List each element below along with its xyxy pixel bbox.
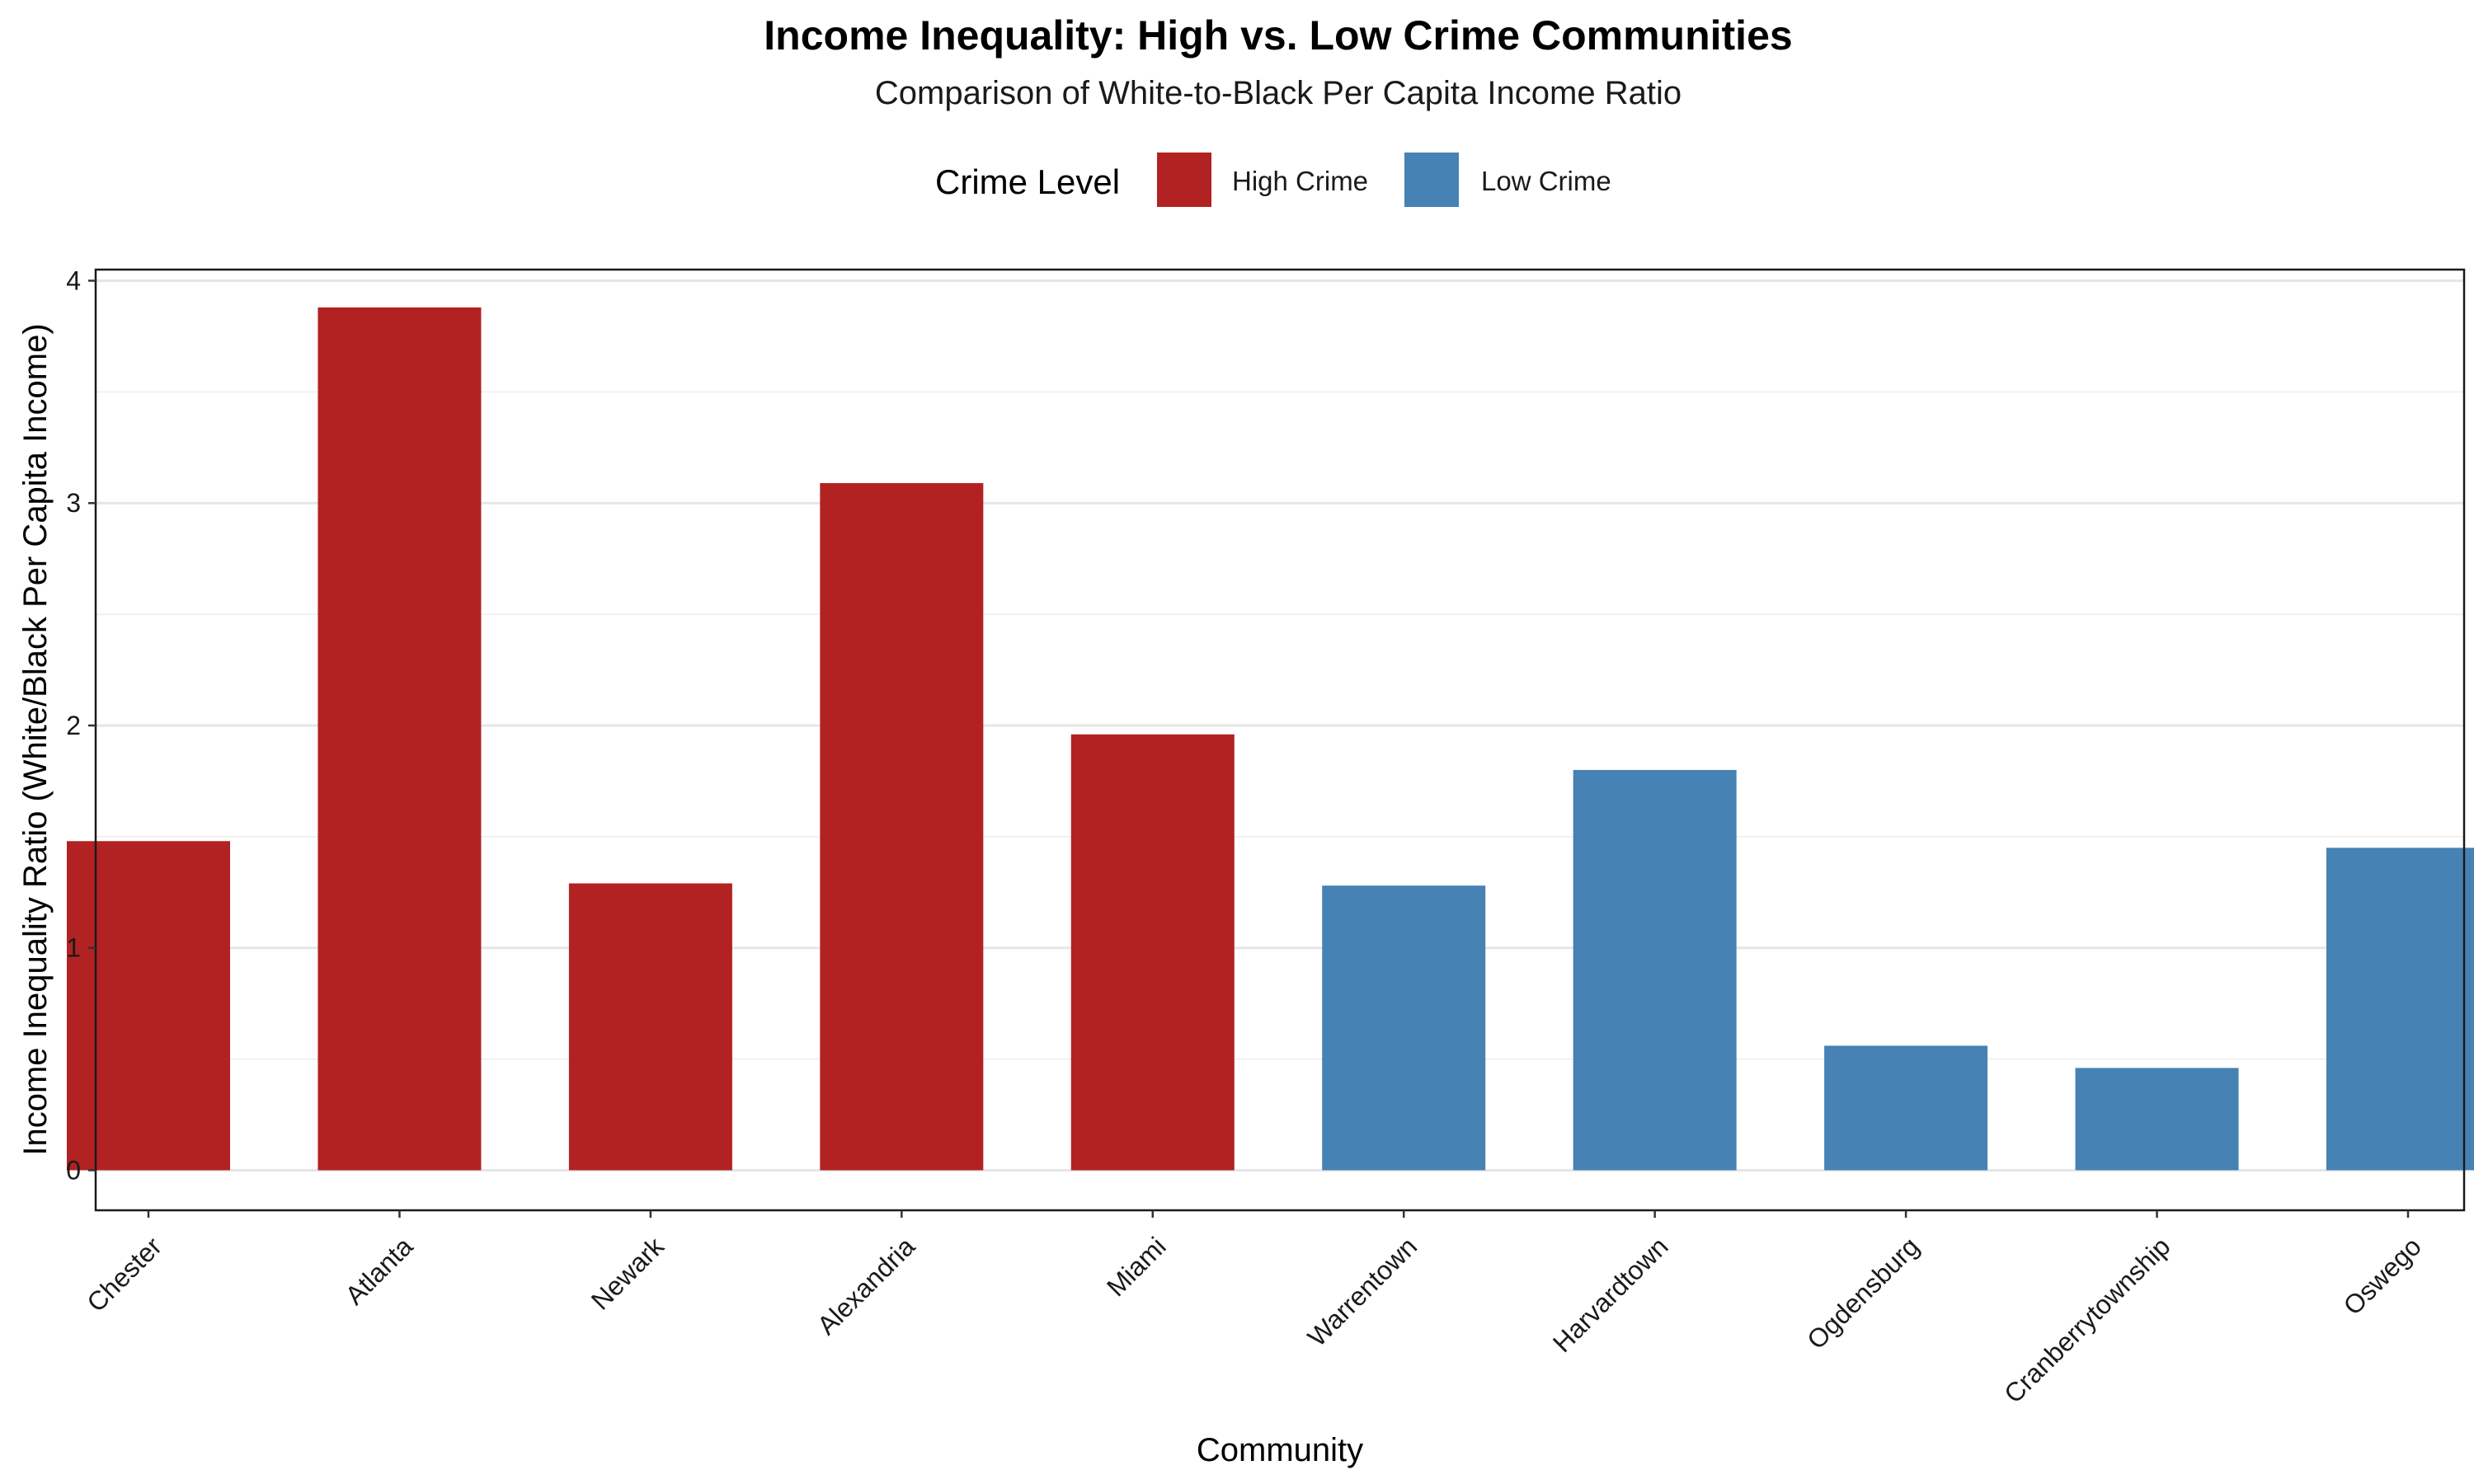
- legend: Crime Level High Crime Low Crime: [935, 153, 1611, 207]
- bars: [67, 307, 2474, 1171]
- bar-harvardtown: [1573, 769, 1737, 1171]
- x-tick-label: Miami: [1101, 1231, 1172, 1302]
- x-axis: Chester Atlanta Newark Alexandria Miami Warre…: [81, 1210, 2427, 1409]
- x-tick-label: Atlanta: [339, 1231, 418, 1310]
- legend-swatch-high-crime: [1157, 153, 1211, 207]
- bar-newark: [568, 883, 732, 1171]
- legend-title: Crime Level: [935, 162, 1120, 201]
- x-tick-label: Warrentown: [1302, 1231, 1423, 1352]
- bar-atlanta: [317, 307, 482, 1171]
- plot-panel-border: [94, 268, 2466, 1212]
- legend-label-low-crime: Low Crime: [1481, 166, 1611, 196]
- x-tick-label: Alexandria: [811, 1231, 921, 1341]
- x-axis-title: Community: [1197, 1432, 1363, 1468]
- x-tick-label: Cranberrytownship: [1998, 1231, 2175, 1408]
- chart-subtitle: Comparison of White-to-Black Per Capita …: [875, 75, 1681, 111]
- bar-miami: [1070, 734, 1235, 1171]
- y-tick-label: 4: [66, 265, 81, 295]
- x-tick-label: Oswego: [2337, 1231, 2426, 1320]
- y-axis-title: Income Inequality Ratio (White/Black Per…: [17, 323, 54, 1155]
- grid: [96, 279, 2464, 1172]
- bar-oswego: [2326, 848, 2474, 1171]
- bar-warrentown: [1322, 885, 1486, 1171]
- legend-swatch-low-crime: [1404, 153, 1459, 207]
- x-tick-label: Chester: [81, 1231, 167, 1317]
- bar-ogdensburg: [1824, 1045, 1988, 1171]
- legend-label-high-crime: High Crime: [1232, 166, 1368, 196]
- x-tick-label: Newark: [586, 1231, 670, 1316]
- bar-chester: [67, 841, 230, 1171]
- chart-title: Income Inequality: High vs. Low Crime Co…: [764, 12, 1792, 59]
- y-tick-label: 0: [66, 1155, 81, 1185]
- y-tick-label: 3: [66, 488, 81, 518]
- y-tick-label: 2: [66, 711, 81, 740]
- bar-cranberrytownship: [2075, 1068, 2239, 1171]
- y-axis: 0 1 2 3 4: [66, 265, 96, 1185]
- y-tick-label: 1: [66, 933, 81, 963]
- bar-alexandria: [820, 482, 984, 1171]
- x-tick-label: Ogdensburg: [1801, 1231, 1925, 1355]
- x-tick-label: Harvardtown: [1547, 1231, 1674, 1358]
